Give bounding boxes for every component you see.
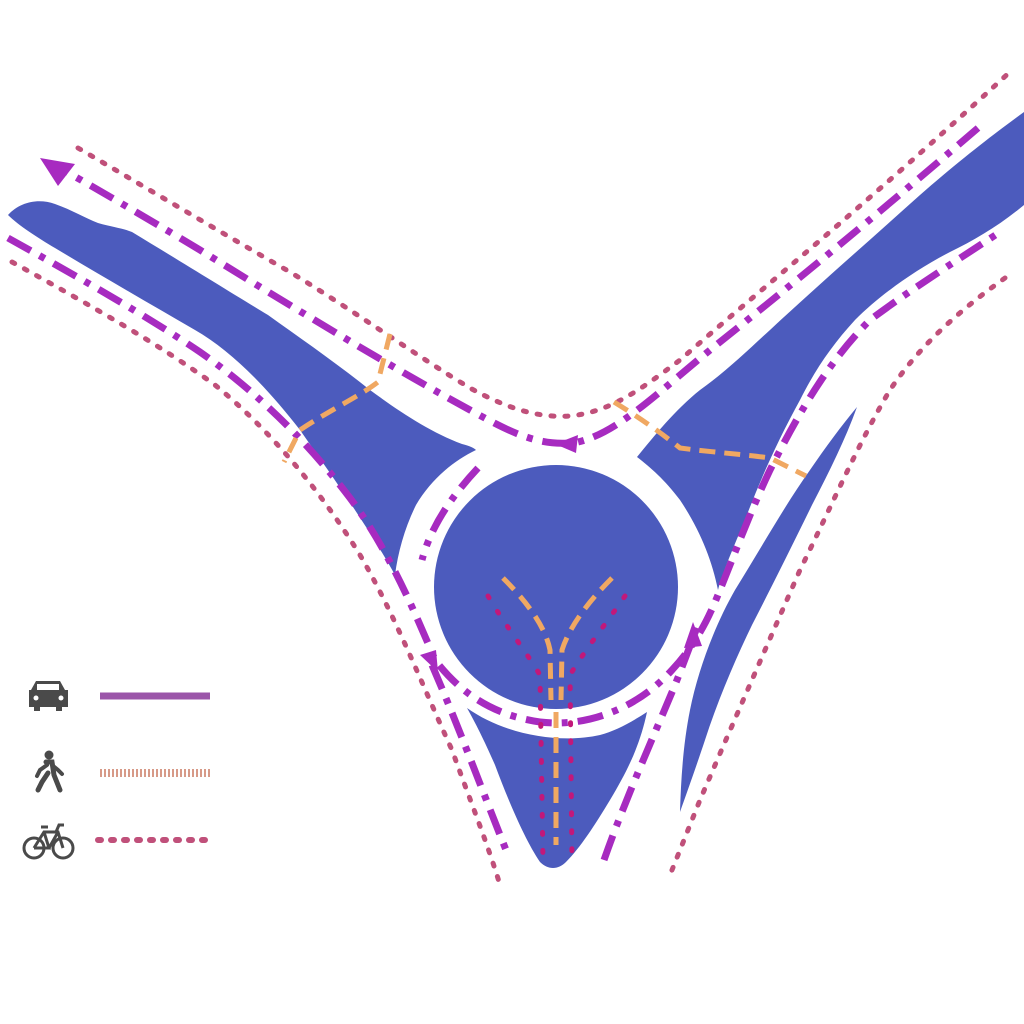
pedestrian-routes xyxy=(281,333,808,845)
bike-route-north xyxy=(75,67,1015,419)
northwest-island xyxy=(8,201,476,575)
bike-route-inner-right xyxy=(567,593,628,865)
bike-routes-outer xyxy=(9,67,1015,888)
car-route-arrows xyxy=(40,158,702,672)
pedestrian-route-center-left xyxy=(501,576,554,701)
road-islands xyxy=(8,112,1024,868)
central-island xyxy=(434,465,678,709)
arrow-south-exit-icon xyxy=(420,650,438,672)
car-route-south-exit xyxy=(428,663,512,857)
bike-route-east xyxy=(665,275,1008,883)
car-icon xyxy=(29,681,68,711)
car-route-northwest-upper xyxy=(58,125,981,447)
bicycle-icon xyxy=(22,823,75,860)
bike-route-west xyxy=(9,259,503,888)
arrow-east-entry-icon xyxy=(684,622,702,648)
northeast-island xyxy=(637,112,1024,590)
car-route-roundabout-west xyxy=(418,465,481,561)
pedestrian-icon xyxy=(35,750,64,793)
bike-routes-inner xyxy=(485,593,628,865)
bike-route-inner-left xyxy=(485,593,546,865)
car-route-northwest-lower xyxy=(6,229,1002,727)
east-median-island xyxy=(680,407,857,812)
pedestrian-route-west-crossing xyxy=(281,333,393,464)
pedestrian-route-east-crossing xyxy=(612,399,808,479)
legend xyxy=(22,681,215,860)
arrow-northwest-icon xyxy=(40,158,75,186)
arrow-roundabout-top-icon xyxy=(555,435,578,453)
pedestrian-route-center-right xyxy=(558,576,614,701)
